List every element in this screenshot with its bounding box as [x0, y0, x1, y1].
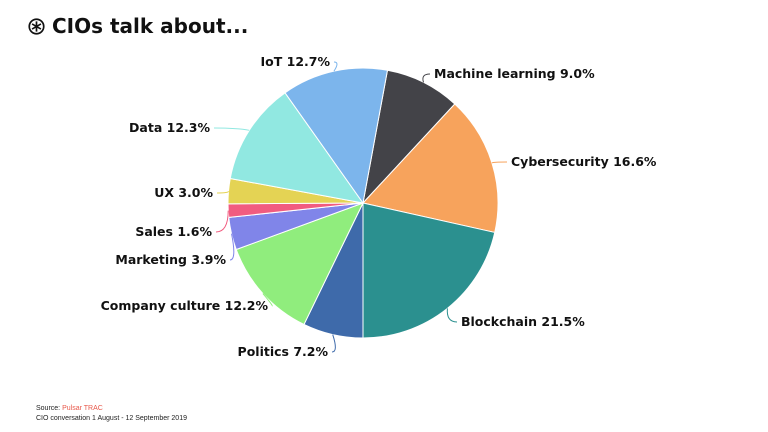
connector-machine-learning [422, 73, 431, 83]
pie-slice-data[interactable] [229, 92, 365, 204]
data-label-company-culture: Company culture 12.2% [101, 298, 269, 313]
connector-blockchain [446, 308, 458, 323]
source-note: Source: Pulsar TRAC CIO conversation 1 A… [36, 404, 187, 424]
pie-slice-company-culture[interactable] [235, 202, 364, 326]
connector-sales [215, 210, 229, 233]
pie-slice-blockchain[interactable] [362, 202, 496, 339]
connector-politics [331, 334, 336, 353]
connector-marketing [229, 233, 235, 261]
data-label-blockchain: Blockchain 21.5% [461, 314, 585, 329]
pulsar-logo-icon [28, 17, 45, 35]
data-label-iot: IoT 12.7% [261, 54, 331, 69]
source-prefix: Source: [36, 405, 63, 412]
data-label-sales: Sales 1.6% [135, 224, 212, 239]
data-label-cybersecurity: Cybersecurity 16.6% [511, 154, 657, 169]
connector-company-culture [262, 293, 273, 307]
data-label-data: Data 12.3% [129, 120, 210, 135]
data-label-ux: UX 3.0% [154, 185, 213, 200]
connector-data [213, 127, 250, 131]
data-label-machine-learning: Machine learning 9.0% [434, 66, 595, 81]
connector-cybersecurity [491, 161, 508, 164]
connector-ux [216, 191, 230, 194]
source-link[interactable]: Pulsar TRAC [62, 405, 103, 412]
page-title: CIOs talk about... [28, 14, 248, 38]
source-period: CIO conversation 1 August - 12 September… [36, 415, 187, 422]
connector-iot [333, 61, 338, 72]
data-label-marketing: Marketing 3.9% [115, 252, 226, 267]
pie-slice-cybersecurity[interactable] [362, 103, 499, 234]
data-label-politics: Politics 7.2% [238, 344, 329, 359]
title-text: CIOs talk about... [52, 14, 249, 38]
